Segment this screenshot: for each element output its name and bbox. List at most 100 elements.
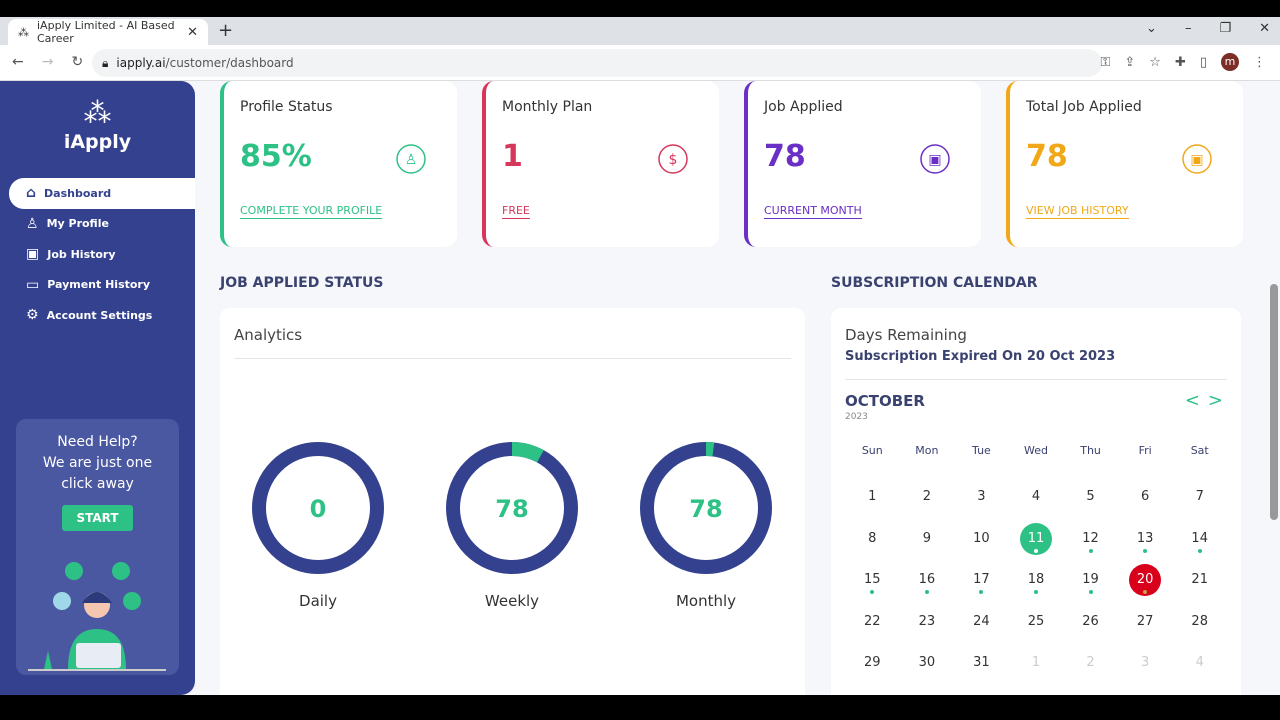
card-title: Job Applied xyxy=(764,99,843,115)
scrollbar[interactable] xyxy=(1270,284,1278,520)
day-number: 16 xyxy=(918,572,936,587)
subscription-dot xyxy=(1197,548,1202,553)
calendar-day[interactable]: 3 xyxy=(1129,647,1161,679)
sidebar-item-my-profile[interactable]: ♙ My Profile xyxy=(0,209,195,240)
calendar-day[interactable]: 21 xyxy=(1184,564,1216,596)
card-link[interactable]: CURRENT MONTH xyxy=(764,204,862,219)
close-tab-icon[interactable]: ✕ xyxy=(187,24,198,40)
day-number: 15 xyxy=(864,572,881,587)
brand-name: iApply xyxy=(63,131,132,153)
section-title-job-status: JOB APPLIED STATUS xyxy=(220,275,384,291)
day-number: 18 xyxy=(1027,572,1045,587)
calendar-day[interactable]: 12 xyxy=(1075,523,1107,555)
card-link[interactable]: VIEW JOB HISTORY xyxy=(1026,204,1129,219)
calendar-day[interactable]: 11 xyxy=(1019,522,1052,555)
donut-highlight xyxy=(640,442,772,574)
calendar-day[interactable]: 1 xyxy=(856,481,888,513)
star-icon[interactable]: ☆ xyxy=(1149,54,1161,70)
calendar-day[interactable]: 28 xyxy=(1184,606,1216,638)
logo[interactable]: ⁂ iApply xyxy=(0,95,195,153)
favicon-icon: ⁂ xyxy=(18,25,29,39)
calendar-day[interactable]: 16 xyxy=(911,564,943,596)
sidebar-item-dashboard[interactable]: ⌂ Dashboard xyxy=(9,178,195,209)
calendar-day[interactable]: 7 xyxy=(1184,481,1216,513)
calendar-day[interactable]: 29 xyxy=(856,647,888,679)
divider xyxy=(234,358,791,359)
key-icon[interactable]: ⚿ xyxy=(1100,54,1111,70)
calendar-day[interactable]: 5 xyxy=(1075,481,1107,513)
day-number: 3 xyxy=(1140,655,1150,670)
next-month-icon[interactable]: > xyxy=(1207,390,1223,411)
donut-label: Weekly xyxy=(484,592,540,610)
sidebar-item-account-settings[interactable]: ⚙ Account Settings xyxy=(0,300,195,331)
sidepanel-icon[interactable]: ▯ xyxy=(1199,54,1207,70)
calendar-day[interactable]: 1 xyxy=(1020,647,1052,679)
logo-icon: ⁂ xyxy=(83,96,112,129)
prev-month-icon[interactable]: < xyxy=(1184,390,1200,411)
calendar-day[interactable]: 4 xyxy=(1020,481,1052,513)
close-window-icon[interactable]: ✕ xyxy=(1259,21,1270,36)
reload-icon[interactable]: ↻ xyxy=(71,54,84,70)
sidebar-item-payment-history[interactable]: ▭ Payment History xyxy=(0,270,195,301)
calendar-day[interactable]: 2 xyxy=(1075,647,1107,679)
donut-ring: 0 xyxy=(252,442,384,574)
calendar-month: OCTOBER xyxy=(845,392,925,410)
calendar-day[interactable]: 6 xyxy=(1129,481,1161,513)
back-icon[interactable]: ← xyxy=(12,54,24,70)
donut-label: Daily xyxy=(299,592,337,610)
calendar-day[interactable]: 19 xyxy=(1075,564,1107,596)
calendar-day[interactable]: 14 xyxy=(1184,523,1216,555)
donut-highlight xyxy=(446,442,578,574)
sidebar-item-label: Job History xyxy=(47,247,116,261)
calendar-day[interactable]: 9 xyxy=(911,523,943,555)
weekday-header: Sat xyxy=(1190,444,1209,457)
calendar-day[interactable]: 25 xyxy=(1020,606,1052,638)
card-link[interactable]: COMPLETE YOUR PROFILE xyxy=(240,204,383,219)
calendar-day[interactable]: 13 xyxy=(1129,523,1161,555)
extensions-icon[interactable]: ✚ xyxy=(1174,54,1186,70)
home-icon: ⌂ xyxy=(26,185,37,202)
donut-label: Monthly xyxy=(675,592,737,610)
calendar-day[interactable]: 2 xyxy=(911,481,943,513)
calendar-day[interactable]: 17 xyxy=(965,564,997,596)
help-box: Need Help? We are just one click away ST… xyxy=(16,419,179,675)
browser-tab[interactable]: ⁂ iApply Limited - AI Based Career ✕ xyxy=(8,19,208,45)
new-tab-button[interactable]: + xyxy=(218,20,234,41)
card-icon: ▭ xyxy=(26,276,40,293)
dashboard-page: ⁂ iApply ⌂ Dashboard ♙ My Profile ▣ Job Histor… xyxy=(0,81,1280,695)
day-number: 2 xyxy=(922,489,931,504)
share-icon[interactable]: ⇪ xyxy=(1124,54,1136,70)
donut-ring: 78 xyxy=(640,442,772,574)
subscription-dot xyxy=(924,590,929,594)
avatar[interactable]: m xyxy=(1221,53,1239,71)
calendar-day[interactable]: 23 xyxy=(911,606,943,638)
minimize-icon[interactable]: – xyxy=(1184,21,1192,36)
forward-icon[interactable]: → xyxy=(41,54,54,70)
calendar-day[interactable]: 26 xyxy=(1075,606,1107,638)
calendar-day[interactable]: 20 xyxy=(1129,564,1162,596)
calendar-day[interactable]: 8 xyxy=(856,523,888,555)
weekday-header: Thu xyxy=(1080,444,1101,457)
svg-text:♙: ♙ xyxy=(405,152,418,168)
calendar-day[interactable]: 15 xyxy=(856,564,888,596)
tab-search-icon[interactable]: ⌄ xyxy=(1146,21,1157,36)
sidebar-item-job-history[interactable]: ▣ Job History xyxy=(0,239,195,270)
calendar-day[interactable]: 10 xyxy=(965,523,997,555)
day-number: 1 xyxy=(868,489,877,504)
menu-icon[interactable]: ⋮ xyxy=(1253,54,1266,70)
calendar-day[interactable]: 3 xyxy=(965,481,997,513)
day-number: 9 xyxy=(922,530,931,546)
calendar-day[interactable]: 30 xyxy=(911,647,943,679)
card-link[interactable]: FREE xyxy=(502,204,530,219)
calendar-day[interactable]: 31 xyxy=(965,647,997,679)
start-button[interactable]: START xyxy=(62,505,133,531)
calendar-day[interactable]: 24 xyxy=(965,606,997,638)
restore-icon[interactable]: ❐ xyxy=(1219,21,1232,36)
day-number: 7 xyxy=(1195,489,1204,504)
donut-track xyxy=(252,442,384,574)
url-input[interactable]: 🔒︎ iapply.ai/customer/dashboard xyxy=(92,49,1102,77)
calendar-day[interactable]: 22 xyxy=(856,606,888,638)
calendar-day[interactable]: 27 xyxy=(1129,606,1161,638)
calendar-day[interactable]: 4 xyxy=(1184,647,1216,679)
calendar-day[interactable]: 18 xyxy=(1020,564,1052,596)
